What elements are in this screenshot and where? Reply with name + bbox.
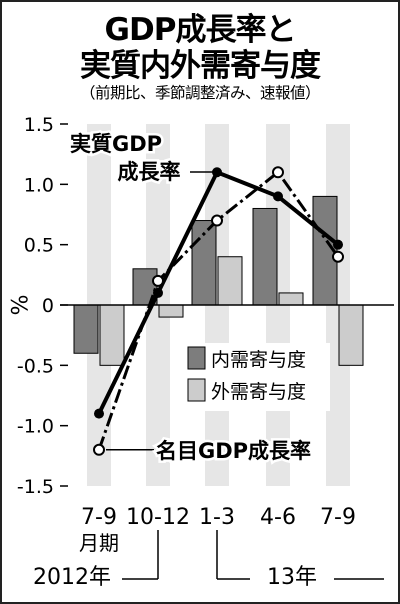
bar-domestic-demand <box>73 304 99 354</box>
x-tick-label: 7-9 <box>81 505 117 530</box>
point-nominal-gdp <box>93 443 105 456</box>
legend-label-external: 外需寄与度 <box>211 381 306 403</box>
bar-external-demand <box>158 304 184 318</box>
legend-swatch-external <box>187 378 206 402</box>
y-axis-label: % <box>5 295 30 316</box>
legend-box <box>185 343 330 411</box>
point-nominal-gdp <box>152 274 164 287</box>
chart-title-line2: 実質内外需寄与度 <box>80 48 321 84</box>
point-real-gdp <box>94 408 104 419</box>
x-tick-label: 4-6 <box>260 505 296 530</box>
y-tick-label: 0.5 <box>24 235 54 257</box>
point-nominal-gdp <box>272 166 284 179</box>
chart-title-line1: GDP成長率と <box>104 12 297 48</box>
point-nominal-gdp <box>211 214 223 227</box>
bar-external-demand <box>338 304 364 366</box>
point-real-gdp <box>273 191 283 202</box>
y-tick-label: 1.5 <box>24 114 54 136</box>
y-tick-label: -1.0 <box>17 416 54 438</box>
annotation-real-gdp-line1: 実質GDP <box>70 132 162 156</box>
x-tick-label: 10-12 <box>126 505 190 530</box>
bar-domestic-demand <box>252 207 278 306</box>
point-real-gdp <box>153 287 163 298</box>
y-tick-label: 0 <box>42 295 54 317</box>
y-tick-label: 1.0 <box>24 174 54 196</box>
chart-subtitle: （前期比、季節調整済み、速報値） <box>79 84 321 102</box>
point-nominal-gdp <box>332 250 344 263</box>
annotation-real-gdp-line2: 成長率 <box>118 160 181 184</box>
annotation-nominal-gdp: 名目GDP成長率 <box>156 439 311 463</box>
legend-label-domestic: 内需寄与度 <box>211 349 306 371</box>
x-year-13: 13年 <box>267 565 317 590</box>
bar-external-demand <box>99 304 125 366</box>
y-tick-label: -0.5 <box>17 355 54 377</box>
bar-external-demand <box>217 256 243 306</box>
point-real-gdp <box>212 167 222 178</box>
x-year-2012: 2012年 <box>33 565 111 590</box>
x-tick-label: 1-3 <box>199 505 235 530</box>
y-tick-label: -1.5 <box>17 476 54 498</box>
point-real-gdp <box>333 239 343 250</box>
x-tick-label: 7-9 <box>320 505 356 530</box>
x-period-label: 月期 <box>79 531 119 555</box>
bar-external-demand <box>278 292 304 306</box>
legend-swatch-domestic <box>187 346 206 370</box>
